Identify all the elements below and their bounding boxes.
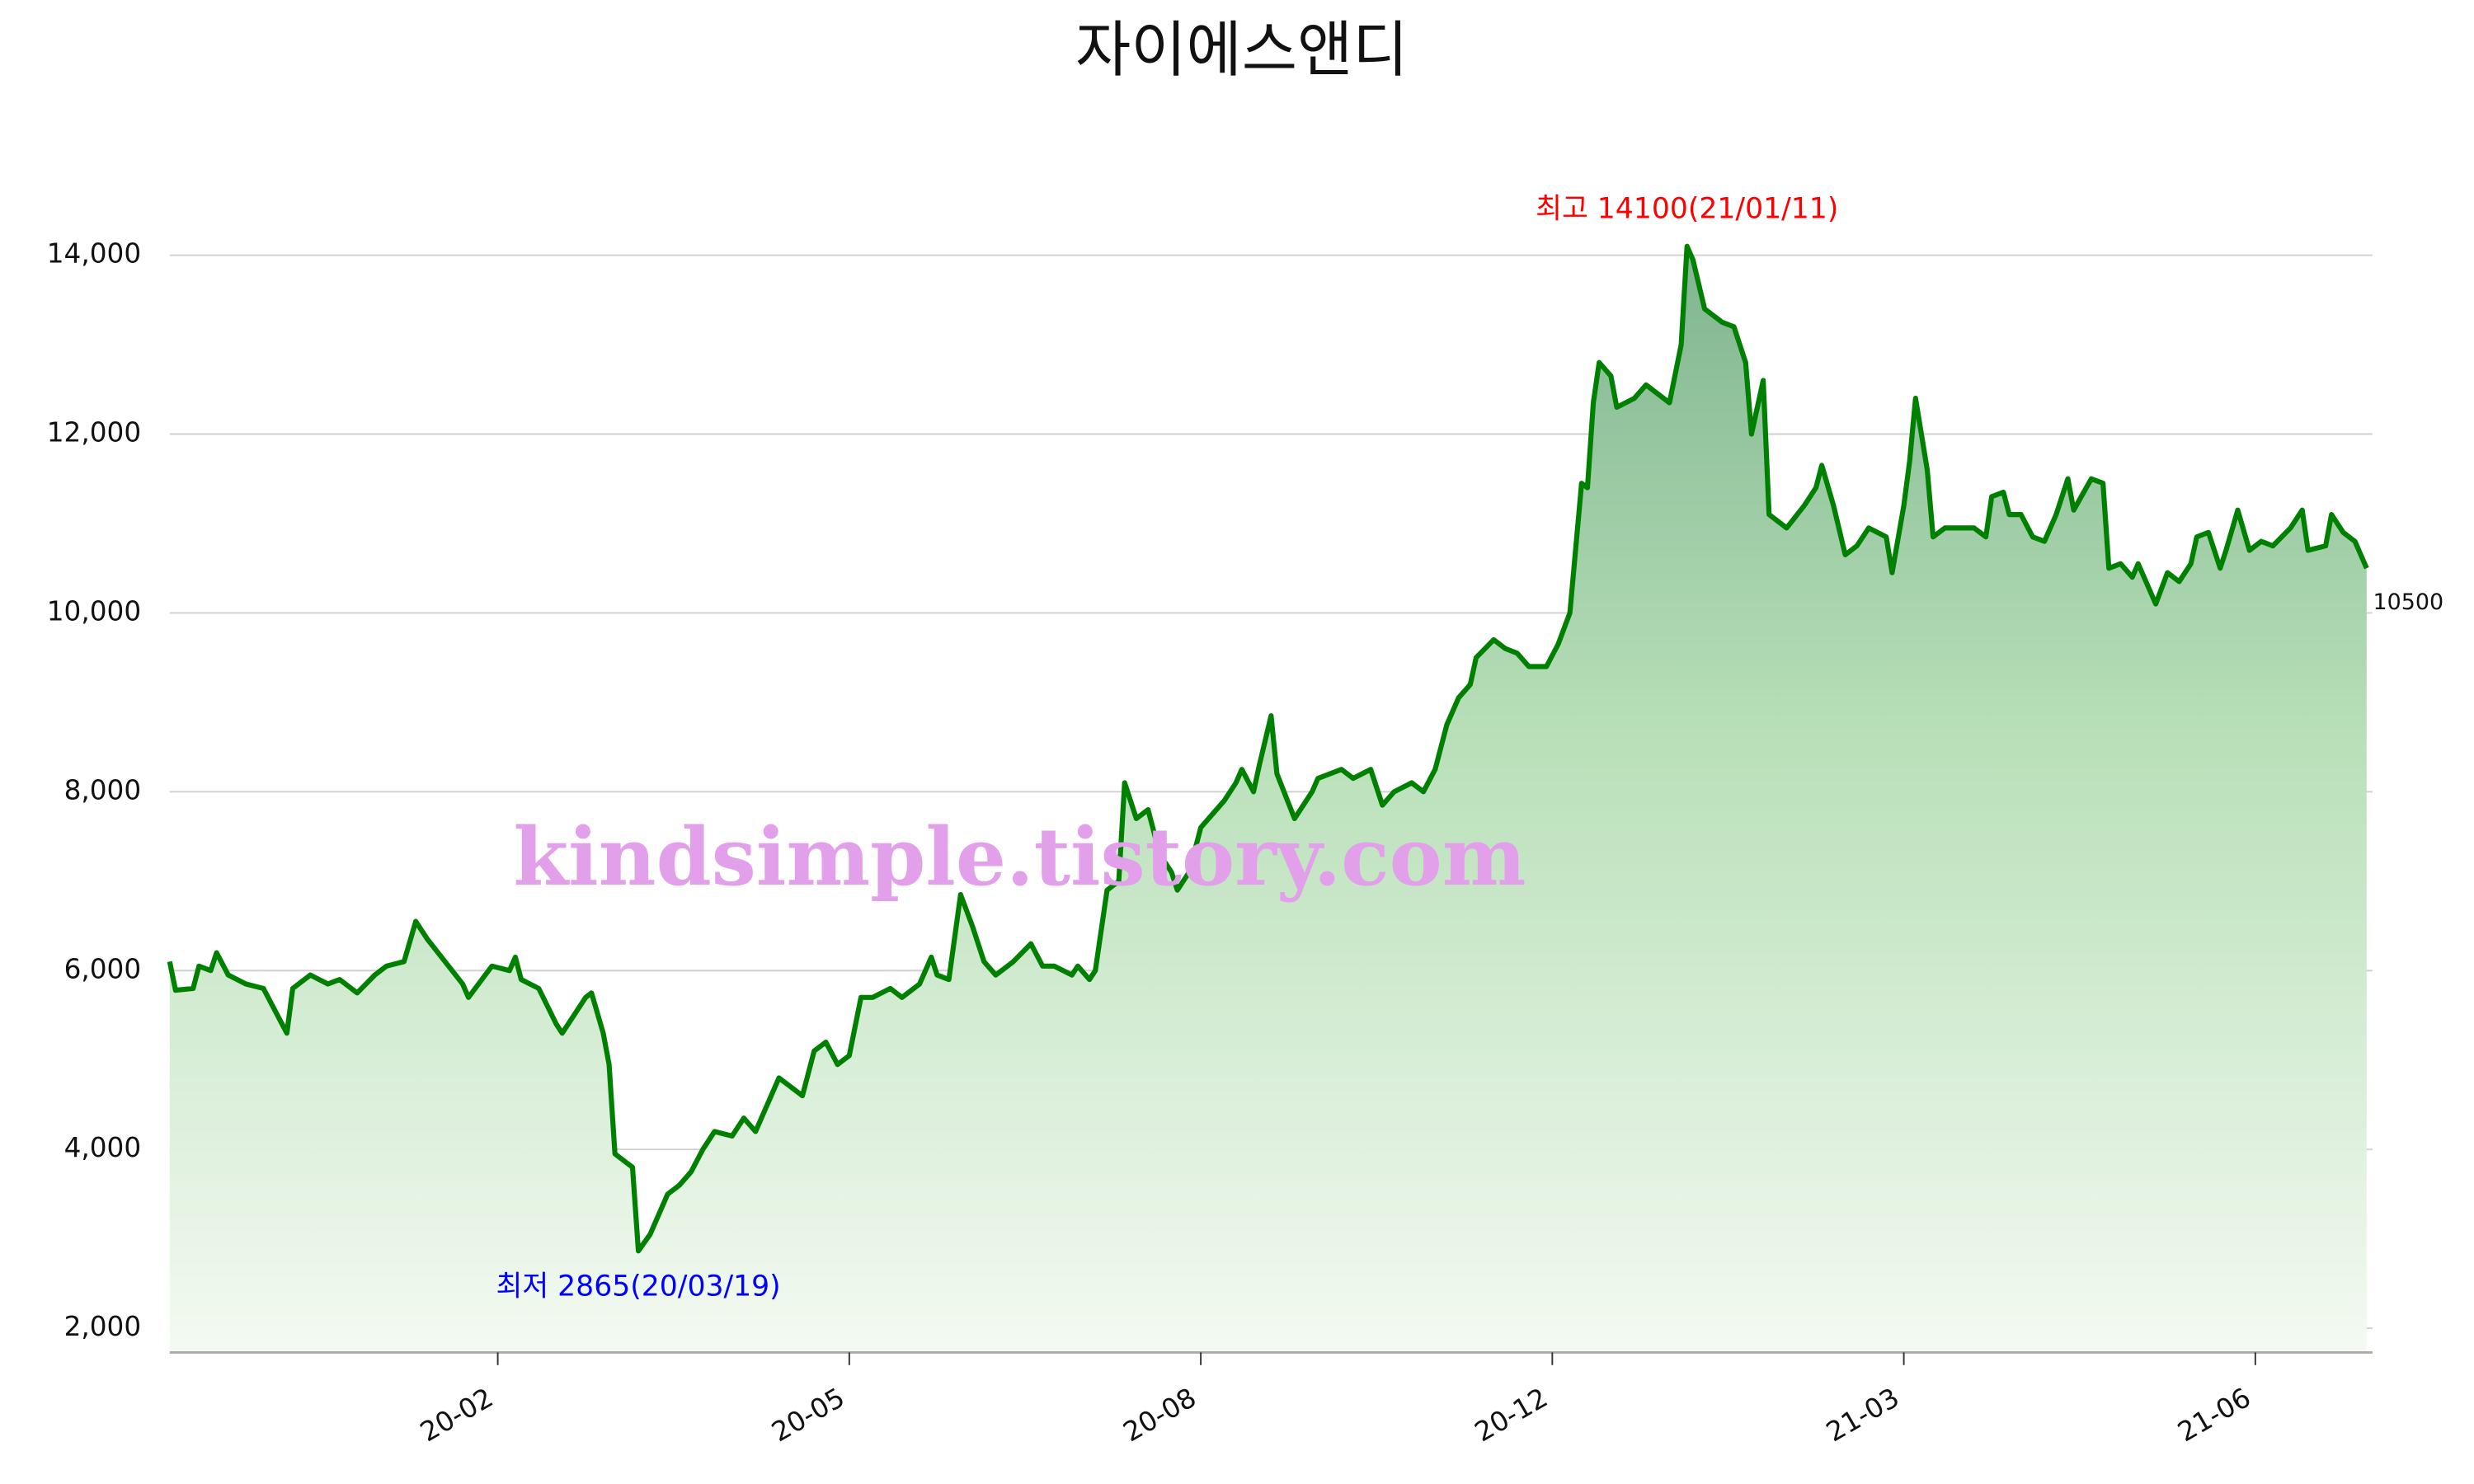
annotation: 최고 14100(21/01/11): [1536, 192, 1838, 225]
x-tick-label: 21-06: [2172, 1382, 2255, 1448]
area-fill: [169, 246, 2367, 1353]
y-tick-label: 8,000: [64, 774, 142, 805]
price-line: [167, 243, 2369, 1254]
y-tick-label: 14,000: [47, 238, 141, 270]
y-tick-label: 4,000: [64, 1132, 142, 1163]
y-tick-label: 2,000: [64, 1311, 142, 1342]
x-tick-label: 20-05: [766, 1382, 849, 1448]
x-tick-label: 21-03: [1821, 1382, 1904, 1448]
y-tick-label: 6,000: [64, 953, 142, 984]
x-tick-label: 20-08: [1118, 1382, 1202, 1448]
x-tick-label: 20-02: [415, 1382, 498, 1448]
plot: 10500 최고 14100(21/01/11) 최저 2865(20/03/19)…: [167, 192, 2444, 1353]
watermark: kindsimple.tistory.com: [514, 810, 1526, 904]
x-tick-label: 20-12: [1470, 1382, 1553, 1448]
last-value-label: 10500: [2373, 589, 2444, 615]
y-tick-label: 10,000: [47, 595, 141, 627]
chart-title: 자이에스앤디: [1075, 15, 1408, 85]
annotation: 최저 2865(20/03/19): [496, 1270, 780, 1303]
y-tick-label: 12,000: [47, 416, 141, 448]
